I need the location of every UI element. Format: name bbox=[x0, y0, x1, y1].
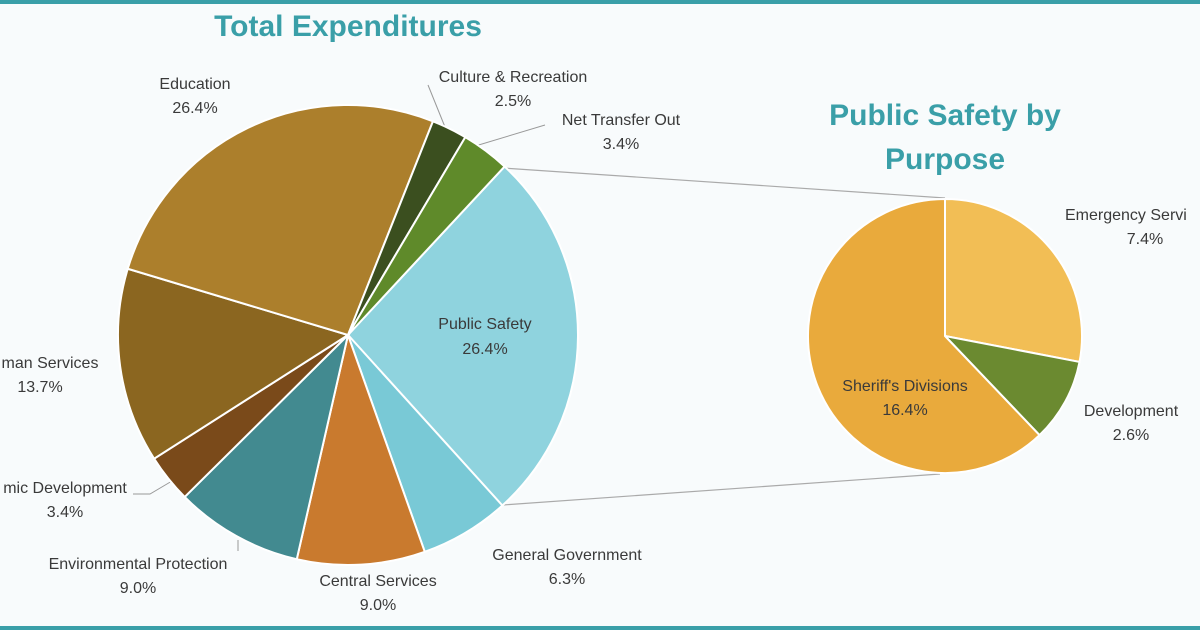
value-label: 2.5% bbox=[495, 93, 531, 110]
value-label: 9.0% bbox=[120, 580, 156, 597]
pie-slice bbox=[346, 165, 579, 507]
slice-label: Public Safety bbox=[438, 316, 531, 333]
slice-label: Central Services bbox=[319, 573, 436, 590]
pie-slice bbox=[807, 197, 1041, 474]
connector-line bbox=[502, 167, 946, 199]
connector-line bbox=[502, 473, 941, 506]
pie-slice bbox=[942, 334, 1081, 437]
chart-title: Public Safety by Purpose bbox=[829, 99, 1061, 176]
pie-slice bbox=[117, 267, 351, 461]
slice-label: Education bbox=[159, 76, 230, 93]
slice-label: General Government bbox=[492, 547, 642, 564]
slice-label: Development bbox=[1084, 403, 1179, 420]
slice-label: Sheriff's Divisions bbox=[842, 378, 967, 395]
pie-slice bbox=[183, 331, 350, 561]
pie-slice bbox=[347, 135, 506, 336]
pie-slice bbox=[944, 197, 1083, 364]
value-label: 9.0% bbox=[360, 597, 396, 614]
slice-label: Emergency Servi bbox=[1065, 207, 1187, 224]
pie-slice bbox=[126, 104, 435, 337]
value-label: 26.4% bbox=[462, 341, 507, 358]
value-label: 16.4% bbox=[882, 402, 927, 419]
leader-line bbox=[427, 84, 446, 128]
value-label: 2.6% bbox=[1113, 427, 1149, 444]
value-label: 3.4% bbox=[603, 136, 639, 153]
slice-label: Net Transfer Out bbox=[562, 112, 681, 129]
value-label: 13.7% bbox=[17, 379, 62, 396]
slice-label: mic Development bbox=[3, 480, 127, 497]
value-label: 26.4% bbox=[172, 100, 217, 117]
chart-title: Total Expenditures bbox=[214, 10, 482, 43]
value-label: 3.4% bbox=[47, 504, 83, 521]
value-label: 7.4% bbox=[1127, 231, 1163, 248]
value-label: 6.3% bbox=[549, 571, 585, 588]
slice-label: Environmental Protection bbox=[49, 556, 228, 573]
pie-slice bbox=[295, 331, 427, 566]
leader-line bbox=[133, 480, 173, 495]
slice-label: man Services bbox=[2, 355, 99, 372]
slice-label: Culture & Recreation bbox=[439, 69, 588, 86]
